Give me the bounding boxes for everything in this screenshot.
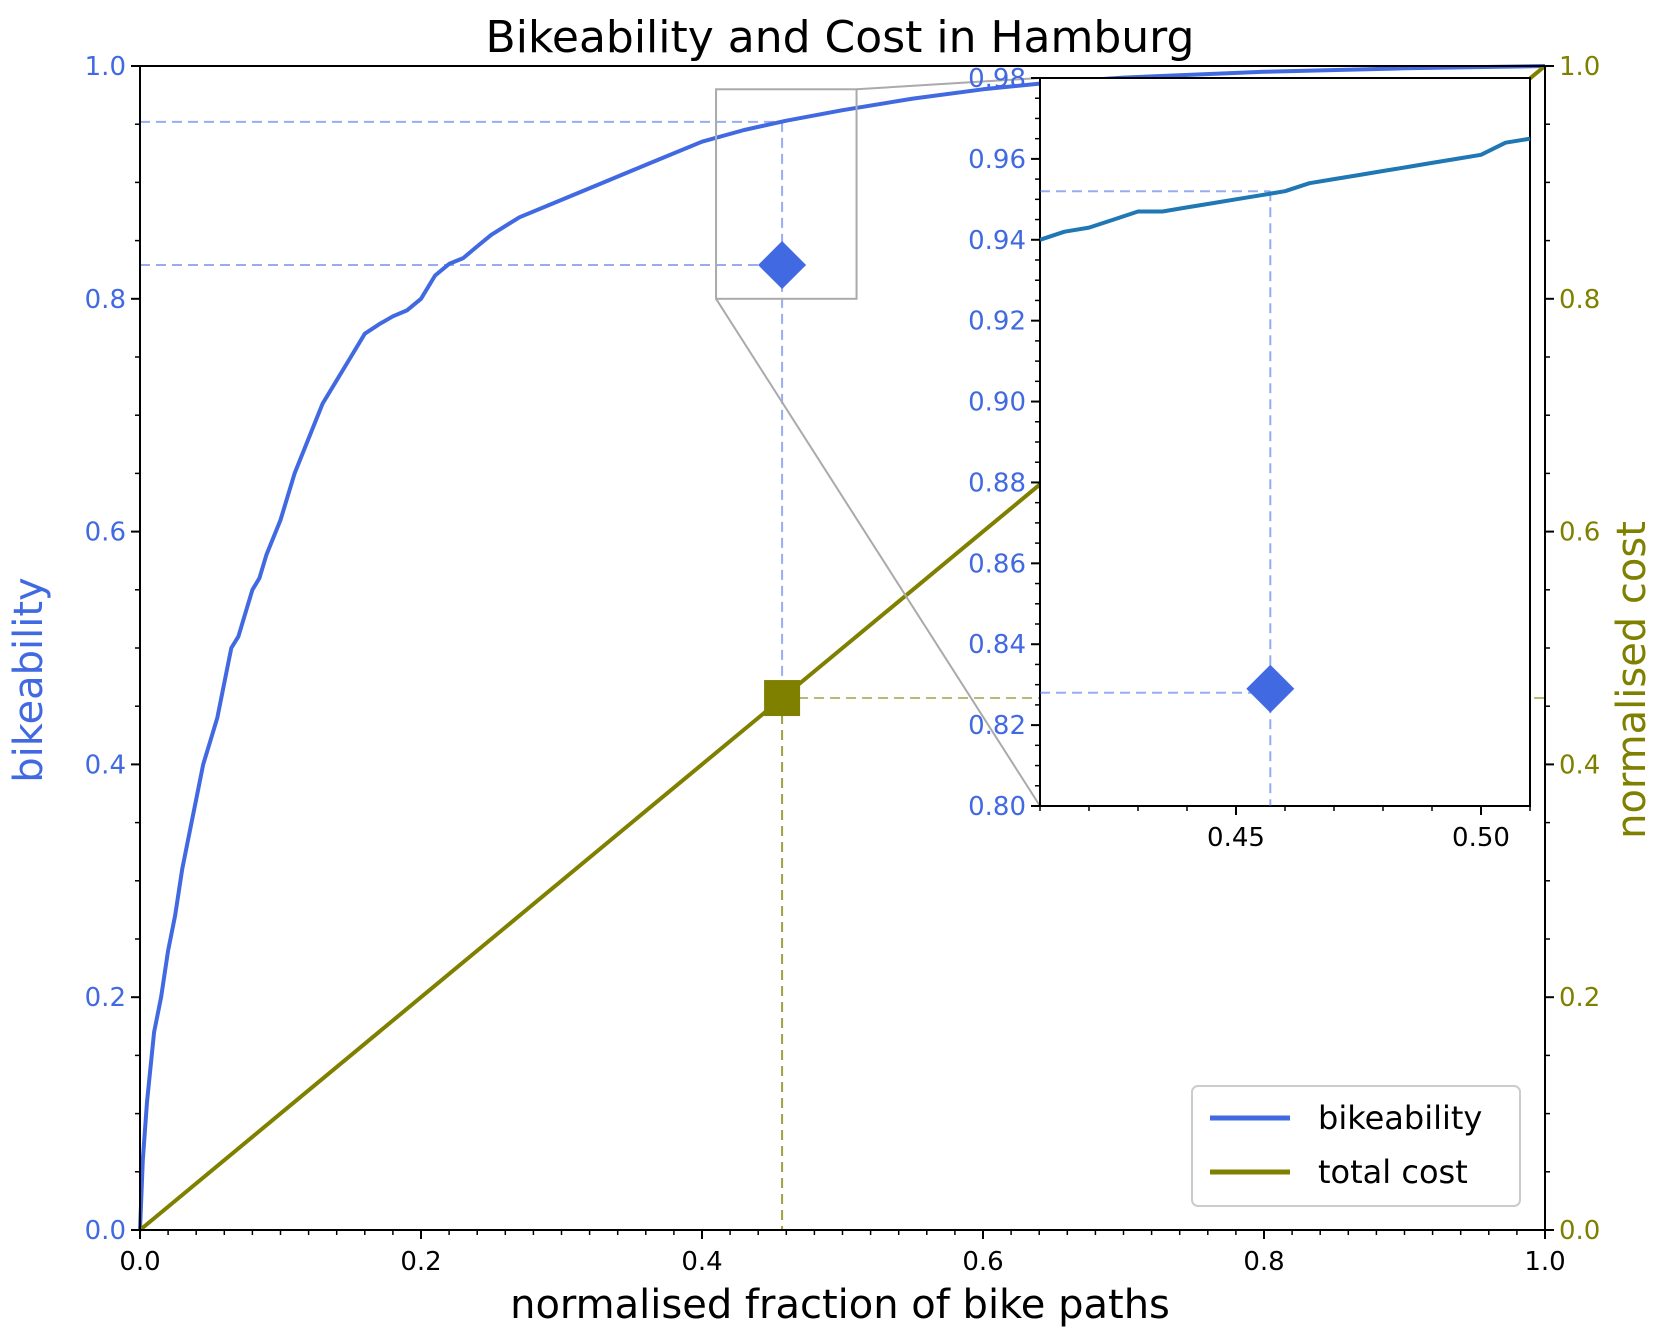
inset-y-tick-label: 0.98 xyxy=(968,64,1026,94)
right-y-tick-label: 1.0 xyxy=(1559,52,1600,82)
right-y-tick-label: 0.4 xyxy=(1559,750,1600,780)
right-y-tick-label: 0.0 xyxy=(1559,1216,1600,1246)
x-tick-label: 0.8 xyxy=(1243,1247,1284,1277)
left-y-tick-label: 0.4 xyxy=(85,750,126,780)
x-tick-label: 0.4 xyxy=(681,1247,722,1277)
square-marker xyxy=(764,680,801,717)
main-plot-area: 0.0 0.2 0.4 0.6 0.8 1.00.00.20.40.60.81.00.00… xyxy=(85,52,1601,1277)
inset-y-tick-label: 0.92 xyxy=(968,307,1026,337)
inset-x-tick-label: 0.45 xyxy=(1207,823,1265,853)
left-y-tick-label: 0.0 xyxy=(85,1216,126,1246)
left-y-tick-label: 0.6 xyxy=(85,518,126,548)
legend: bikeability total cost xyxy=(1191,1085,1521,1207)
inset-y-tick-label: 0.84 xyxy=(968,630,1026,660)
x-tick-label: 0.6 xyxy=(962,1247,1003,1277)
right-y-tick-label: 0.2 xyxy=(1559,983,1600,1013)
inset-series-line xyxy=(1039,136,1531,242)
inset-y-tick-label: 0.80 xyxy=(968,792,1026,822)
inset-x-tick-label: 0.50 xyxy=(1452,823,1510,853)
left-y-axis-label: bikeability xyxy=(6,577,52,782)
zoom-connector-top xyxy=(856,77,1041,91)
diamond-marker xyxy=(758,241,807,290)
legend-label-bikeability: bikeability xyxy=(1318,1099,1482,1137)
left-y-tick-label: 0.8 xyxy=(85,285,126,315)
legend-label-total-cost: total cost xyxy=(1318,1153,1468,1191)
chart-title: Bikeability and Cost in Hamburg xyxy=(486,12,1195,63)
inset-y-tick-label: 0.94 xyxy=(968,226,1026,256)
left-y-tick-label: 1.0 xyxy=(85,52,126,82)
inset-diamond-marker xyxy=(1246,664,1295,713)
x-tick-label: 0.2 xyxy=(400,1247,441,1277)
right-y-axis-label: normalised cost xyxy=(1609,521,1655,839)
zoom-region-box xyxy=(715,88,858,300)
inset-y-tick-label: 0.90 xyxy=(968,388,1026,418)
right-y-tick-label: 0.8 xyxy=(1559,285,1600,315)
inset-y-tick-label: 0.82 xyxy=(968,711,1026,741)
x-axis-label: normalised fraction of bike paths xyxy=(510,1282,1170,1328)
inset-y-tick-label: 0.86 xyxy=(968,549,1026,579)
right-y-tick-label: 0.6 xyxy=(1559,518,1600,548)
x-tick-label: 0.0 xyxy=(119,1247,160,1277)
series-line-bikeability xyxy=(138,64,1546,1231)
left-y-tick-label: 0.2 xyxy=(85,983,126,1013)
zoom-connector-bottom xyxy=(715,298,1041,807)
x-tick-label: 1.0 xyxy=(1524,1247,1565,1277)
inset-y-tick-label: 0.88 xyxy=(968,468,1026,498)
inset-plot: 0.80 0.82 0.84 0.86 0.88 0.90 0.92 0.94 0.96 0.98… xyxy=(715,64,1531,853)
inset-y-tick-label: 0.96 xyxy=(968,145,1026,175)
